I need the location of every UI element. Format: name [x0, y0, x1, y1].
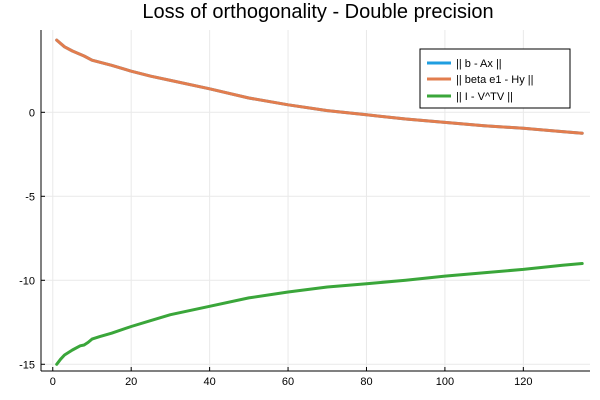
ticks: 0 20 40 60 80 100 120 0 -5 -10 -15 [19, 107, 532, 388]
x-tick-label: 20 [125, 376, 137, 388]
legend: || b - Ax || || beta e1 - Hy || || I - V… [419, 48, 571, 109]
y-tick-label: 0 [29, 107, 35, 119]
axes [40, 30, 590, 372]
x-tick-label: 100 [436, 376, 454, 388]
series-line-beta-hy [55, 38, 584, 135]
x-tick-label: 40 [203, 376, 215, 388]
chart-title: Loss of orthogonality - Double precision [142, 1, 493, 23]
x-tick-label: 120 [514, 376, 532, 388]
y-tick-label: -5 [25, 191, 35, 203]
legend-label-beta-hy: || beta e1 - Hy || [456, 74, 533, 86]
x-tick-label: 80 [360, 376, 372, 388]
y-tick-label: -10 [19, 275, 35, 287]
series-line-i-vtv [55, 262, 584, 366]
x-tick-label: 0 [50, 376, 56, 388]
x-tick-label: 60 [282, 376, 294, 388]
y-tick-label: -15 [19, 359, 35, 371]
series-lines [55, 38, 584, 366]
legend-label-b-ax: || b - Ax || [456, 58, 502, 70]
legend-label-i-vtv: || I - V^TV || [456, 91, 513, 103]
